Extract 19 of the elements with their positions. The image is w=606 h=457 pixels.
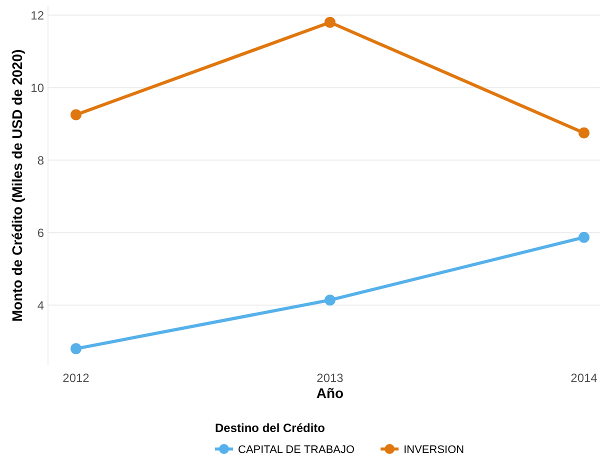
point (70, 109, 82, 120)
y-axis-title: Monto de Crédito (Miles de USD de 2020) (9, 49, 25, 322)
legend-label: CAPITAL DE TRABAJO (238, 444, 355, 456)
legend-title: Destino del Crédito (215, 421, 326, 435)
y-tick-label: 4 (37, 298, 44, 312)
x-axis-title: Año (316, 385, 344, 401)
point (578, 232, 590, 243)
point (324, 294, 336, 306)
y-tick-label: 12 (30, 8, 44, 22)
y-tick-label: 10 (30, 80, 44, 95)
point (324, 16, 336, 28)
y-tick-label: 6 (37, 226, 44, 240)
x-tick-label: 2013 (316, 371, 344, 385)
y-tick-label: 8 (37, 153, 44, 168)
x-tick-label: 2012 (62, 371, 90, 385)
legend-label: INVERSION (404, 444, 464, 456)
point (578, 127, 590, 138)
point (70, 343, 82, 354)
x-tick-label: 2014 (570, 371, 598, 385)
